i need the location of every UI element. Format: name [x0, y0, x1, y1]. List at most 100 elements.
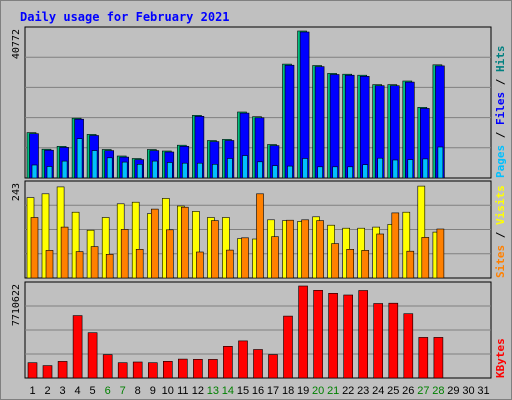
x-tick-label-day-30: 30: [462, 385, 474, 397]
bar-sites-day-14: [226, 249, 234, 279]
bar-visits-day-2: [41, 193, 50, 279]
legend-entry: Visits: [494, 185, 507, 225]
bar-kbytes-day-26: [403, 313, 414, 379]
bar-kbytes-day-21: [328, 292, 338, 379]
x-tick-label-day-12: 12: [192, 385, 204, 397]
bar-sites-day-9: [151, 208, 159, 279]
legend-entry: /: [494, 225, 507, 245]
x-tick-label-day-24: 24: [372, 385, 384, 397]
x-tick-label-day-15: 15: [237, 385, 249, 397]
bar-files-day-23: [359, 76, 370, 179]
legend-entry: /: [494, 125, 507, 145]
bar-pages-day-7: [121, 161, 128, 179]
bar-pages-day-9: [152, 160, 158, 179]
bar-pages-day-1: [31, 164, 38, 179]
bar-sites-day-7: [120, 229, 129, 279]
bar-sites-day-25: [391, 212, 400, 279]
legend-entry: Files: [494, 92, 507, 125]
bar-kbytes-day-22: [343, 294, 354, 379]
bar-pages-day-17: [272, 165, 278, 179]
bar-kbytes-day-6: [102, 354, 113, 379]
x-tick-label-day-4: 4: [75, 385, 81, 397]
x-tick-label-day-7: 7: [120, 385, 126, 397]
bar-sites-day-17: [271, 236, 279, 279]
panel-visits-sites-legend: Sites / Visits: [494, 185, 507, 278]
bar-pages-day-6: [106, 157, 113, 179]
bar-pages-day-5: [91, 150, 98, 179]
bar-pages-day-27: [422, 158, 429, 179]
bar-pages-day-19: [302, 158, 308, 179]
bar-pages-day-10: [167, 162, 173, 179]
bar-pages-day-3: [61, 160, 68, 179]
x-tick-label-day-10: 10: [162, 385, 174, 397]
x-tick-label-day-25: 25: [387, 385, 399, 397]
x-tick-label-day-14: 14: [222, 385, 234, 397]
bar-files-day-22: [344, 74, 355, 179]
bar-pages-day-24: [377, 157, 384, 179]
bar-pages-day-28: [437, 146, 444, 179]
bar-kbytes-day-1: [27, 362, 38, 379]
bar-visits-day-6: [101, 217, 110, 279]
bar-pages-day-2: [46, 166, 53, 179]
bar-pages-day-8: [136, 164, 143, 179]
bar-files-day-18: [284, 64, 295, 179]
bar-kbytes-day-9: [148, 362, 158, 379]
bar-files-day-19: [299, 31, 310, 179]
bar-files-day-20: [314, 66, 325, 179]
x-tick-label-day-11: 11: [177, 385, 188, 397]
bar-sites-day-10: [166, 229, 174, 279]
bar-kbytes-day-27: [418, 337, 429, 379]
bar-kbytes-day-7: [117, 362, 128, 379]
bar-pages-day-26: [407, 159, 414, 179]
bar-sites-day-24: [376, 233, 385, 279]
bar-pages-day-18: [287, 165, 293, 179]
x-tick-label-day-31: 31: [477, 385, 489, 397]
bar-kbytes-day-10: [163, 360, 173, 379]
bar-sites-day-23: [361, 250, 370, 279]
bar-sites-day-13: [211, 220, 219, 279]
bar-sites-day-8: [135, 249, 144, 279]
bar-kbytes-day-4: [72, 315, 83, 379]
panel-hits-files-pages-legend: Pages / Files / Hits: [494, 46, 507, 179]
panel-hits-files-pages-ymax-label: 40772: [11, 29, 22, 59]
bar-pages-day-23: [362, 164, 369, 179]
bar-kbytes-day-3: [57, 361, 68, 379]
bar-kbytes-day-19: [298, 285, 308, 379]
bar-kbytes-day-24: [373, 303, 384, 379]
x-tick-label-day-13: 13: [207, 385, 219, 397]
bar-pages-day-15: [242, 155, 248, 179]
bar-visits-day-26: [402, 211, 411, 279]
bar-kbytes-day-16: [253, 349, 263, 379]
bar-pages-day-22: [347, 166, 354, 179]
x-tick-label-day-22: 22: [342, 385, 354, 397]
x-tick-label-day-28: 28: [432, 385, 444, 397]
bar-kbytes-day-25: [388, 302, 399, 379]
bar-pages-day-21: [332, 166, 338, 179]
bar-sites-day-20: [316, 220, 324, 279]
x-tick-label-day-5: 5: [90, 385, 96, 397]
bar-sites-day-27: [421, 237, 430, 279]
chart-title: Daily usage for February 2021: [20, 10, 230, 24]
bar-visits-day-12: [192, 211, 200, 279]
x-tick-label-day-1: 1: [29, 385, 35, 397]
legend-entry: Hits: [494, 46, 507, 73]
x-tick-label-day-17: 17: [267, 385, 279, 397]
x-tick-label-day-23: 23: [357, 385, 369, 397]
bar-kbytes-day-20: [313, 289, 323, 379]
x-tick-label-day-2: 2: [44, 385, 50, 397]
bar-visits-day-27: [417, 185, 426, 279]
panel-kbytes-ymax-label: 7710622: [11, 284, 22, 326]
bar-pages-day-11: [182, 162, 188, 179]
x-tick-label-day-16: 16: [252, 385, 264, 397]
bar-files-day-21: [329, 74, 340, 179]
bar-kbytes-day-13: [208, 359, 218, 379]
bar-kbytes-day-23: [358, 290, 369, 379]
bar-pages-day-16: [257, 161, 263, 179]
x-tick-label-day-20: 20: [312, 385, 324, 397]
panel-kbytes-legend: KBytes: [494, 338, 507, 378]
legend-entry: /: [494, 72, 507, 92]
bar-kbytes-day-2: [42, 365, 53, 379]
x-tick-label-day-19: 19: [297, 385, 309, 397]
